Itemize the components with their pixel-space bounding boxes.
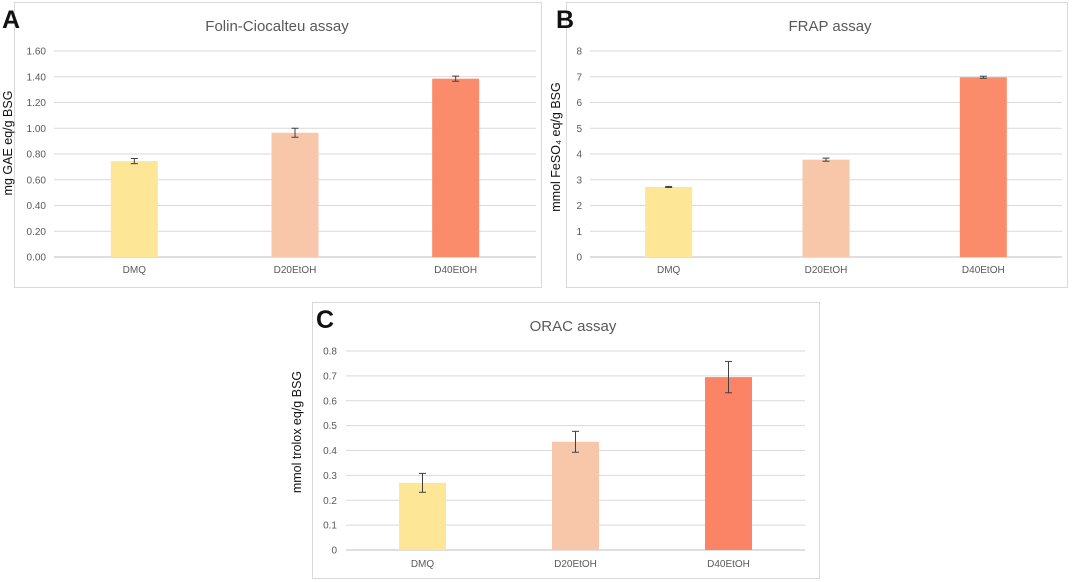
frap-y-tick-label: 0 [576,253,582,264]
orac-y-tick-label: 0.6 [323,396,337,407]
orac-y-tick-label: 0.5 [323,421,337,432]
orac-chart-title: ORAC assay [530,318,617,335]
folin-y-tick-label: 0.00 [27,253,47,264]
frap-y-tick-label: 2 [576,201,582,212]
orac-y-tick-label: 0.2 [323,496,337,507]
folin-y-tick-label: 1.40 [27,72,47,83]
frap-chart-title: FRAP assay [788,18,872,35]
orac-bar-dmq [399,482,446,550]
folin-y-tick-label: 1.20 [27,98,47,109]
folin-y-tick-label: 0.60 [27,175,47,186]
frap-category-label: DMQ [657,265,681,276]
orac-y-tick-label: 0.3 [323,471,337,482]
frap-y-tick-label: 5 [576,124,582,135]
frap-bar-d40etoh [959,77,1007,257]
folin-category-label: D40EtOH [434,265,477,276]
orac-category-label: DMQ [411,559,435,570]
folin-category-label: DMQ [123,265,147,276]
frap-y-tick-label: 1 [576,227,582,238]
orac-y-tick-label: 0.7 [323,371,337,382]
orac-y-tick-label: 0 [331,546,337,557]
orac-y-axis-label: mmol trolox eq/g BSG [290,371,304,493]
folin-y-tick-label: 1.60 [27,47,47,58]
folin-y-tick-label: 0.80 [27,150,47,161]
frap-y-axis-label: mmol FeSO₄ eq/g BSG [549,82,563,211]
folin-y-tick-label: 0.40 [27,201,47,212]
orac-category-label: D20EtOH [554,559,597,570]
orac-y-tick-label: 0.4 [323,446,337,457]
orac-bar-d40etoh [705,377,752,550]
frap-y-tick-label: 7 [576,72,582,83]
panel-letter-b: B [556,6,575,34]
frap-y-tick-label: 8 [576,47,582,58]
folin-chart-title: Folin-Ciocalteu assay [205,18,349,35]
orac-bar-d20etoh [552,441,599,550]
folin-y-tick-label: 1.00 [27,124,47,135]
frap-bar-dmq [645,186,693,257]
folin-y-axis-label: mg GAE eq/g BSG [1,91,15,196]
folin-bar-dmq [110,161,158,257]
orac-category-label: D40EtOH [707,559,750,570]
folin-bar-d20etoh [271,132,319,257]
folin-bar-d40etoh [432,78,480,258]
frap-y-tick-label: 4 [576,150,582,161]
orac-y-tick-label: 0.8 [323,347,337,358]
folin-y-tick-label: 0.20 [27,227,47,238]
frap-y-tick-label: 6 [576,98,582,109]
panel-letter-a: A [2,6,21,34]
frap-category-label: D20EtOH [805,265,848,276]
frap-category-label: D40EtOH [962,265,1005,276]
panel-letter-c: C [316,306,335,334]
orac-y-tick-label: 0.1 [323,521,337,532]
frap-bar-d20etoh [802,159,850,257]
frap-y-tick-label: 3 [576,175,582,186]
folin-category-label: D20EtOH [274,265,317,276]
